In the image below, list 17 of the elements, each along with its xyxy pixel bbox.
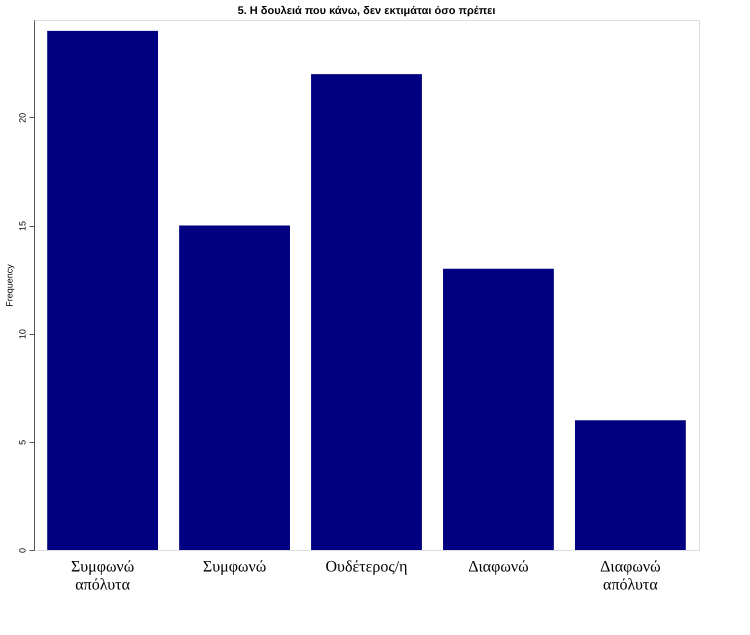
y-tick-label: 5	[18, 440, 28, 445]
bar	[179, 226, 290, 550]
bar	[443, 268, 554, 550]
x-tick-label: Συμφωνώ	[202, 558, 266, 576]
y-tick-label: 15	[18, 221, 28, 232]
x-tick-label: Διαφωνώ	[468, 558, 529, 576]
bar	[311, 74, 422, 550]
chart-title: 5. Η δουλειά που κάνω, δεν εκτιμάται όσο πρέπει	[238, 5, 496, 17]
y-tick-label: 10	[18, 329, 28, 340]
x-tick-label: Συμφωνώ απόλυτα	[70, 558, 134, 594]
y-axis-title: Frequency	[4, 264, 14, 307]
x-tick-label: Ουδέτερος/η	[325, 558, 408, 576]
y-tick-label: 0	[18, 548, 28, 554]
y-tick-label: 20	[18, 112, 28, 123]
bar	[47, 30, 158, 550]
x-tick-label: Διαφωνώ απόλυτα	[600, 558, 661, 594]
bar	[574, 420, 686, 550]
